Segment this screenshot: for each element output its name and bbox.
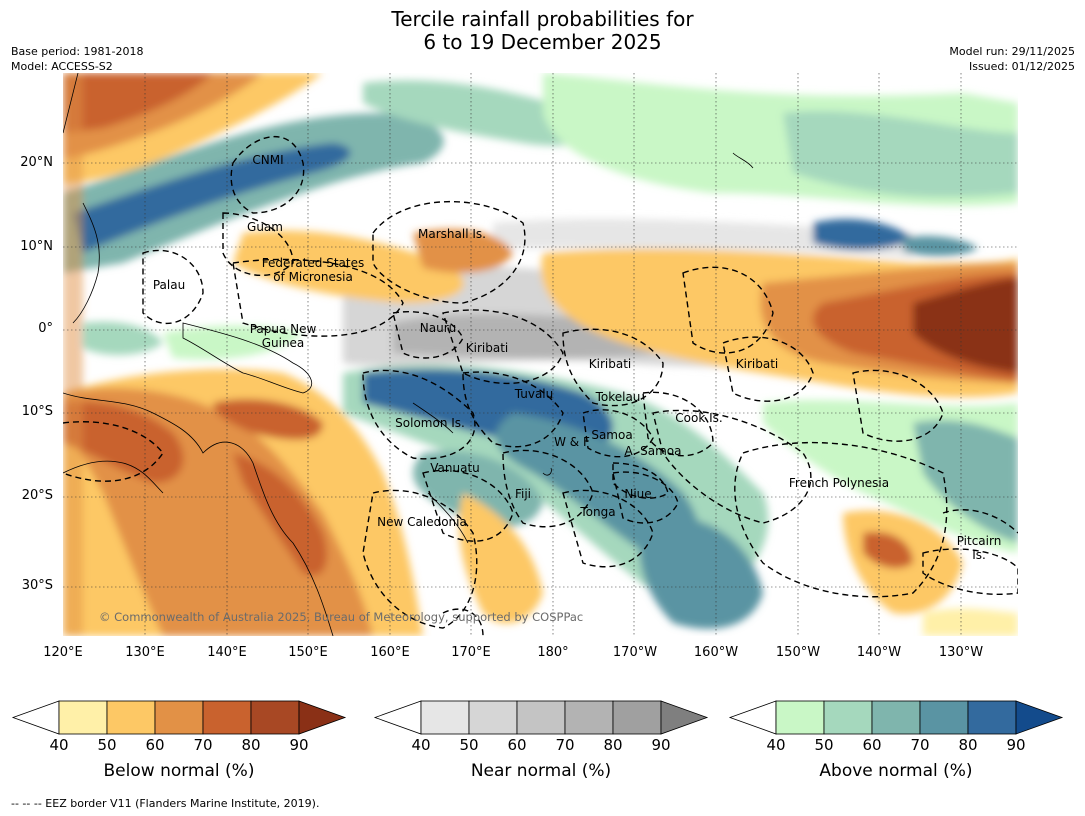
place-label-cook-islands: Cook Is.	[675, 411, 723, 425]
lat-label: 0°	[38, 321, 53, 336]
place-label-samoa: Samoa	[591, 428, 633, 442]
map-title-line2: 6 to 19 December 2025	[423, 30, 662, 54]
lon-label: 170°W	[612, 645, 658, 660]
colorbar-extension-low	[11, 700, 60, 735]
place-label-guam: Guam	[247, 220, 283, 234]
place-label-marshall: Marshall Is.	[418, 227, 486, 241]
lon-label: 160°E	[370, 645, 410, 660]
coastlines	[63, 73, 754, 636]
model-run: Model run: 29/11/2025	[949, 45, 1075, 58]
colorbar-swatch	[919, 700, 969, 735]
copyright-notice: © Commonwealth of Australia 2025, Bureau…	[99, 610, 583, 624]
colorbar-label-above: Above normal (%)	[819, 761, 973, 781]
colorbar-tick: 60	[862, 736, 882, 754]
lat-label: 20°S	[21, 488, 53, 503]
place-label-cnmi: CNMI	[252, 153, 284, 167]
colorbar-swatch	[871, 700, 921, 735]
place-label-solomon: Solomon Is.	[395, 416, 465, 430]
colorbar-label-below: Below normal (%)	[103, 761, 255, 781]
colorbar-swatch	[202, 700, 252, 735]
colorbar-extension-high	[1015, 700, 1064, 735]
colorbar-tick: 40	[766, 736, 786, 754]
colorbar-tick: 90	[651, 736, 671, 754]
colorbar-extension-high	[660, 700, 709, 735]
lon-label: 170°E	[451, 645, 491, 660]
issued-date: Issued: 01/12/2025	[968, 60, 1075, 73]
place-label-micronesia: Federated States of Micronesia	[261, 256, 365, 284]
graticule	[63, 73, 1018, 636]
colorbar-swatch	[154, 700, 204, 735]
place-label-tuvalu: Tuvalu	[514, 387, 554, 401]
place-label-nauru: Nauru	[419, 321, 457, 335]
colorbar-near-normal	[373, 700, 709, 735]
place-label-american-samoa: A. Samoa	[624, 444, 682, 458]
lat-label: 10°N	[20, 239, 53, 254]
colorbar-tick: 60	[145, 736, 165, 754]
colorbar-above-normal	[728, 700, 1064, 735]
lat-label: 20°N	[20, 155, 53, 170]
place-label-tokelau: Tokelau	[595, 390, 641, 404]
lon-label: 150°E	[288, 645, 328, 660]
colorbar-swatch	[823, 700, 873, 735]
place-label-kiribati-west: Kiribati	[465, 341, 509, 355]
colorbar-swatch	[516, 700, 566, 735]
lon-label: 180°	[537, 645, 569, 660]
colorbar-tick: 40	[411, 736, 431, 754]
colorbar-tick: 70	[555, 736, 575, 754]
colorbar-swatch	[420, 700, 470, 735]
lat-label: 10°S	[21, 404, 53, 419]
colorbar-tick: 50	[459, 736, 479, 754]
rainfall-probability-map: © Commonwealth of Australia 2025, Bureau…	[63, 73, 1018, 636]
colorbar-tick: 50	[97, 736, 117, 754]
colorbar-label-near: Near normal (%)	[470, 761, 612, 781]
model-name: Model: ACCESS-S2	[11, 60, 113, 73]
place-label-tonga: Tonga	[580, 505, 616, 519]
colorbar-tick: 70	[193, 736, 213, 754]
colorbar-below-normal	[11, 700, 347, 735]
place-label-niue: Niue	[624, 487, 652, 501]
place-label-png: Papua New Guinea	[249, 322, 317, 350]
place-label-kiribati-central: Kiribati	[588, 357, 632, 371]
lon-label: 130°W	[938, 645, 984, 660]
colorbar-swatch	[775, 700, 825, 735]
place-label-kiribati-east: Kiribati	[735, 357, 779, 371]
colorbar-tick: 40	[49, 736, 69, 754]
place-label-fiji: Fiji	[514, 487, 532, 501]
place-label-vanuatu: Vanuatu	[430, 461, 480, 475]
colorbar-swatch	[967, 700, 1017, 735]
lon-label: 150°W	[775, 645, 821, 660]
lon-label: 130°E	[125, 645, 165, 660]
eez-borders	[63, 135, 1018, 636]
place-label-new-caledonia: New Caledonia	[377, 515, 467, 529]
colorbar-tick: 50	[814, 736, 834, 754]
colorbar-swatch	[564, 700, 614, 735]
colorbar-extension-high	[298, 700, 347, 735]
place-label-wallis-futuna: W & F	[554, 435, 590, 449]
colorbar-swatch	[58, 700, 108, 735]
place-label-palau: Palau	[152, 278, 186, 292]
colorbar-swatch	[106, 700, 156, 735]
colorbar-swatch	[250, 700, 300, 735]
colorbar-tick: 60	[507, 736, 527, 754]
colorbar-tick: 80	[241, 736, 261, 754]
eez-legend-note: -- -- -- EEZ border V11 (Flanders Marine…	[11, 797, 320, 810]
base-period: Base period: 1981-2018	[11, 45, 144, 58]
colorbar-tick: 80	[958, 736, 978, 754]
colorbar-tick: 90	[289, 736, 309, 754]
lon-label: 140°W	[856, 645, 902, 660]
colorbar-extension-low	[373, 700, 422, 735]
lon-label: 120°E	[43, 645, 83, 660]
place-label-french-polynesia: French Polynesia	[788, 476, 890, 490]
place-label-pitcairn: Pitcairn Is.	[956, 534, 1002, 562]
lon-label: 140°E	[207, 645, 247, 660]
lat-label: 30°S	[21, 578, 53, 593]
lon-label: 160°W	[693, 645, 739, 660]
colorbar-swatch	[468, 700, 518, 735]
colorbar-swatch	[612, 700, 662, 735]
colorbar-tick: 80	[603, 736, 623, 754]
colorbar-tick: 90	[1006, 736, 1026, 754]
colorbar-tick: 70	[910, 736, 930, 754]
colorbar-extension-low	[728, 700, 777, 735]
map-title-line1: Tercile rainfall probabilities for	[391, 7, 694, 31]
